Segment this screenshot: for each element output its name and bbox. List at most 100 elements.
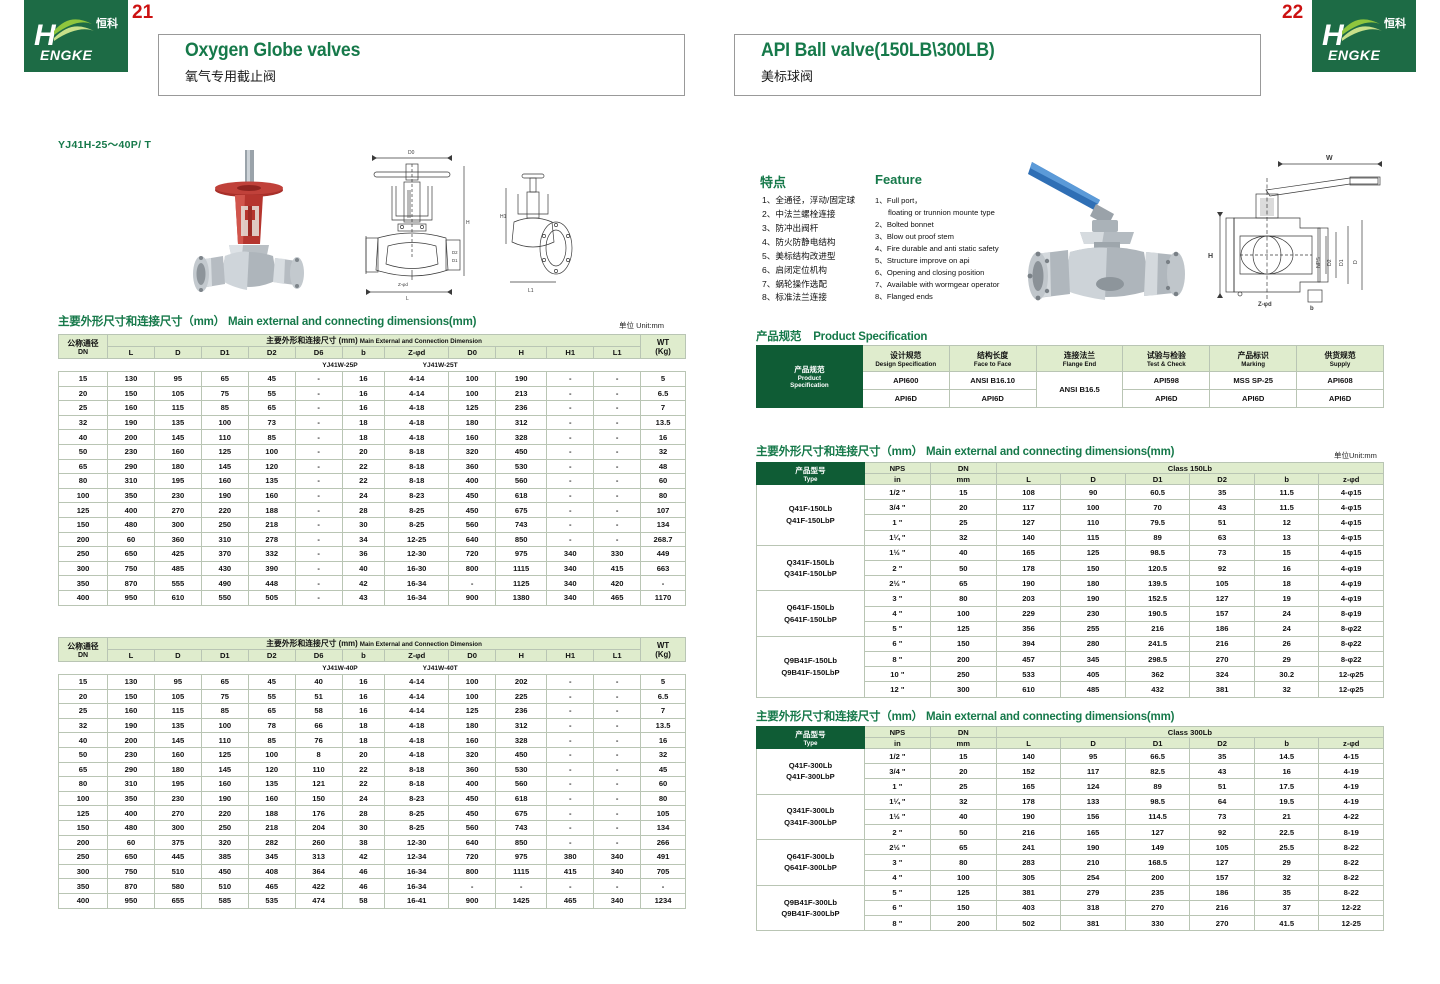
table-cell: 480 (107, 516, 155, 533)
type-header: 产品型号 Type (756, 462, 865, 485)
variant-label-right: YJ41W-25T (384, 358, 496, 372)
table-cell: 28 (341, 502, 386, 518)
table-cell: 145 (153, 732, 202, 748)
col-header: b (341, 346, 386, 359)
table-cell: 135 (247, 776, 296, 792)
table-cell: 37 (1253, 899, 1320, 917)
table-cell: 105 (1189, 575, 1255, 592)
table-cell: 340 (546, 560, 595, 577)
col-header: L (995, 473, 1062, 485)
table-cell: 13.5 (640, 717, 686, 734)
table-cell: 65 (929, 575, 997, 592)
table-cell: - (593, 429, 642, 445)
table-cell: 300 (57, 560, 109, 577)
table-cell: 8-18 (384, 458, 450, 475)
ball-valve-300lb-table: 产品型号 Type NPS DN Class 300Lb in mm L D D1 D2 b z-φd Q… (756, 726, 1385, 932)
table-cell: 1/2 " (863, 483, 931, 501)
table-row: 32 190 135 100 78 66 18 4-18 180 312- -13.5 (57, 717, 686, 734)
table-cell: 450 (495, 443, 548, 460)
table-cell: 8-23 (384, 790, 450, 807)
nps-header: NPS (863, 462, 931, 474)
col-header: D6 (294, 346, 343, 359)
table-cell: - (294, 502, 343, 518)
feature-item-cn: 5、美标结构改进型 (762, 250, 836, 261)
table-cell: 720 (448, 546, 497, 562)
table-cell: 73 (247, 414, 296, 431)
table-cell: 390 (247, 560, 296, 577)
table-cell: 160 (247, 487, 296, 504)
table-row: 200 60 360 310 278-34 12-25 640 850- -268.7 (57, 531, 686, 548)
table-cell: 8-25 (384, 516, 450, 533)
table-cell: 4-φ15 (1318, 544, 1384, 561)
table-cell: 2½ " (863, 839, 931, 856)
table-row: 6 " 150 403 318 270 216 37 12-22 (757, 899, 1384, 917)
table-row: Q9B41F-300Lb Q9B41F-300LbP 5 " 125 381 279 235… (756, 884, 1384, 932)
table-cell: 178 (995, 559, 1062, 577)
table-cell: - (448, 575, 497, 591)
table-cell: 46 (341, 878, 386, 894)
col-header: D2 (1189, 473, 1255, 485)
table-cell: 310 (107, 473, 155, 489)
table-cell: 530 (495, 761, 548, 778)
table-cell: 4 " (863, 869, 931, 886)
table-cell: 80 (929, 590, 997, 607)
table-cell: 12-25 (1318, 915, 1384, 932)
table-cell: 850 (495, 834, 548, 851)
type-group-label: Q41F-300Lb Q41F-300LbP (756, 748, 865, 795)
table-cell: 29 (1253, 854, 1320, 871)
table-cell: 16 (640, 732, 686, 748)
table-cell: 4-22 (1318, 808, 1384, 825)
table-cell: - (294, 589, 343, 606)
table-cell: - (593, 371, 642, 387)
table-cell: 485 (153, 560, 202, 577)
table-cell: 425 (153, 546, 202, 562)
table-cell: 45 (247, 371, 296, 387)
table-row: 8 " 200 457 345 298.5 270 29 8-φ22 (757, 651, 1384, 668)
table-cell: 430 (200, 560, 249, 577)
table-cell: 1 " (863, 778, 931, 795)
table-cell: 640 (448, 834, 497, 851)
table-cell: 580 (153, 878, 202, 894)
table-cell: 800 (448, 560, 497, 577)
table-cell: 4-φ15 (1318, 499, 1384, 516)
table-row: Q641F-150Lb Q641F-150LbP 3 " 80 203 190 152.5 1… (756, 590, 1384, 637)
table-cell: - (546, 834, 595, 851)
table-cell: - (593, 688, 642, 705)
table-cell: 50 (929, 559, 997, 577)
col-header: D (1060, 737, 1126, 749)
table-cell: 8-22 (1318, 839, 1384, 856)
table-cell: 156 (1060, 808, 1126, 825)
table-cell: 180 (1060, 575, 1126, 592)
dim150-section-title: 主要外形尺寸和连接尺寸（mm） Main external and connec… (756, 443, 1174, 459)
table-cell: 4-φ19 (1318, 590, 1384, 607)
table-cell: 449 (640, 546, 686, 562)
table-cell: 145 (153, 429, 202, 445)
col-header: D2 (247, 649, 296, 662)
table-cell: 25.5 (1253, 839, 1320, 856)
table-cell: 8 " (863, 651, 931, 668)
table-cell: 663 (640, 560, 686, 577)
table-cell: 157 (1189, 869, 1255, 886)
globe-valve-section-drawing: D0 Z-φd L H D2 D1 (352, 146, 474, 304)
table-cell: 743 (495, 516, 548, 533)
table-cell: 6 " (863, 635, 931, 653)
table-cell-flange: ANSI B16.5 (1035, 371, 1124, 408)
table-cell: 4-19 (1318, 763, 1384, 780)
col-header: D1 (200, 346, 249, 359)
table-cell: 150 (57, 516, 109, 533)
svg-text:D: D (1353, 260, 1359, 264)
table-cell: 280 (1060, 635, 1126, 653)
table-cell: 1¼ " (863, 793, 931, 810)
globe-valve-photo (185, 148, 315, 298)
table-cell: 216 (1189, 899, 1255, 917)
table-cell: 218 (247, 516, 296, 533)
table-cell: 800 (448, 863, 497, 880)
table-cell: - (546, 414, 595, 431)
table-cell: - (546, 732, 595, 748)
table-cell: 58 (294, 703, 343, 719)
table-cell: 145 (200, 761, 249, 778)
title-box-right: API Ball valve(150LB\300LB) 美标球阀 (734, 34, 1261, 96)
table-cell: 125 (57, 502, 109, 518)
table-cell: - (546, 458, 595, 475)
table-cell: - (294, 371, 343, 387)
